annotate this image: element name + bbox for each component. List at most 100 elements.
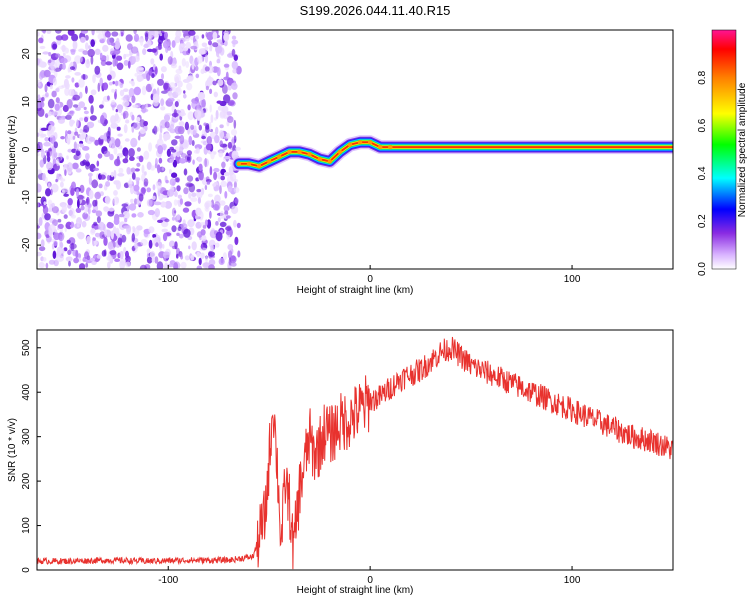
heatmap-noise-cell — [56, 87, 60, 93]
heatmap-noise-cell — [201, 42, 208, 48]
heatmap-noise-cell — [117, 106, 123, 114]
heatmap-noise-cell — [134, 168, 140, 172]
heatmap-noise-cell — [75, 188, 80, 198]
heatmap-ridge-peak — [297, 149, 302, 155]
heatmap-noise-cell — [156, 261, 164, 269]
heatmap-noise-cell — [133, 242, 139, 249]
heatmap-noise-cell — [118, 167, 124, 174]
heatmap-noise-cell — [154, 256, 159, 264]
heatmap-noise-cell — [217, 217, 221, 223]
heatmap-noise-cell — [133, 86, 141, 96]
heatmap-noise-cell — [119, 250, 124, 260]
heatmap-noise-cell — [92, 237, 96, 241]
heatmap-noise-cell — [45, 92, 49, 98]
heatmap-noise-cell — [174, 241, 178, 250]
heatmap-noise-cell — [147, 209, 155, 216]
heatmap-noise-cell — [78, 78, 85, 88]
heatmap-noise-cell — [197, 92, 206, 100]
heatmap-noise-cell — [65, 256, 73, 262]
heatmap-noise-cell — [159, 53, 163, 61]
heatmap-noise-cell — [113, 196, 119, 206]
heatmap-noise-cell — [45, 262, 49, 269]
heatmap-noise-cell — [39, 61, 47, 68]
heatmap-noise-cell — [76, 143, 80, 149]
heatmap-noise-cell — [86, 235, 91, 245]
heatmap-noise-cell — [144, 32, 149, 42]
heatmap-noise-cell — [107, 95, 110, 101]
heatmap-noise-cell — [118, 213, 125, 218]
heatmap-noise-cell — [169, 178, 176, 186]
heatmap-noise-cell — [51, 90, 57, 98]
heatmap-noise-cell — [150, 165, 155, 171]
heatmap-noise-cell — [162, 232, 168, 242]
heatmap-noise-cell — [220, 180, 227, 188]
heatmap-noise-cell — [129, 203, 137, 211]
heatmap-noise-cell — [111, 88, 115, 93]
heatmap-noise-cell — [146, 199, 153, 207]
heatmap-noise-cell — [47, 182, 51, 189]
heatmap-noise-cell — [97, 82, 101, 93]
heatmap-noise-cell — [232, 42, 236, 48]
heatmap-noise-cell — [56, 246, 62, 256]
heatmap-noise-cell — [232, 92, 238, 100]
heatmap-noise-cell — [88, 189, 94, 200]
heatmap-noise-cell — [197, 156, 203, 163]
heatmap-noise-cell — [161, 73, 164, 80]
heatmap-noise-cell — [182, 207, 190, 213]
heatmap-noise-cell — [178, 121, 185, 127]
heatmap-noise-cell — [158, 36, 164, 40]
heatmap-noise-cell — [44, 137, 49, 142]
heatmap-x-tick-label: 100 — [564, 274, 581, 285]
heatmap-noise-cell — [99, 52, 103, 58]
heatmap-noise-cell — [214, 134, 220, 144]
heatmap-noise-cell — [125, 261, 131, 268]
heatmap-noise-cell — [40, 127, 48, 131]
heatmap-noise-cell — [91, 179, 99, 189]
heatmap-noise-cell — [47, 98, 55, 109]
heatmap-noise-cell — [66, 155, 69, 160]
heatmap-noise-cell — [87, 48, 95, 58]
heatmap-noise-cell — [194, 65, 199, 72]
heatmap-noise-cell — [75, 150, 81, 156]
heatmap-noise-cell — [116, 62, 124, 71]
heatmap-noise-cell — [180, 113, 183, 117]
heatmap-y-tick-label: -20 — [21, 237, 32, 252]
heatmap-noise-cell — [88, 136, 96, 142]
heatmap-noise-cell — [55, 35, 63, 41]
heatmap-noise-cell — [43, 141, 51, 147]
heatmap-noise-cell — [81, 220, 87, 228]
heatmap-noise-cell — [206, 136, 212, 145]
heatmap-noise-cell — [105, 181, 111, 187]
heatmap-noise-cell — [171, 225, 177, 233]
heatmap-noise-cell — [56, 255, 64, 262]
heatmap-noise-cell — [37, 251, 42, 257]
heatmap-noise-cell — [57, 223, 64, 229]
heatmap-noise-cell — [145, 83, 153, 93]
heatmap-noise-cell — [70, 214, 76, 219]
heatmap-noise-cell — [175, 86, 182, 96]
heatmap-noise-cell — [62, 52, 66, 57]
heatmap-noise-cell — [132, 104, 139, 109]
heatmap-noise-cell — [184, 201, 192, 207]
heatmap-noise-cell — [51, 206, 59, 214]
heatmap-ridge-peak — [347, 142, 353, 147]
heatmap-noise-cell — [127, 60, 131, 69]
heatmap-noise-cell — [70, 187, 75, 196]
heatmap-noise-cell — [39, 45, 46, 50]
heatmap-noise-cell — [137, 212, 144, 218]
heatmap-noise-cell — [223, 171, 230, 177]
heatmap-noise-cell — [201, 243, 204, 250]
heatmap-noise-cell — [219, 221, 227, 227]
heatmap-noise-cell — [222, 252, 227, 261]
heatmap-noise-cell — [123, 225, 131, 229]
heatmap-noise-cell — [205, 255, 208, 263]
heatmap-noise-cell — [164, 121, 170, 129]
heatmap-noise-cell — [119, 89, 125, 97]
heatmap-noise-cell — [61, 63, 66, 70]
heatmap-noise-cell — [94, 232, 100, 238]
heatmap-noise-cell — [104, 195, 111, 205]
heatmap-noise-cell — [102, 44, 109, 52]
heatmap-noise-cell — [179, 158, 187, 164]
heatmap-noise-cell — [232, 68, 238, 74]
heatmap-noise-cell — [133, 184, 140, 192]
